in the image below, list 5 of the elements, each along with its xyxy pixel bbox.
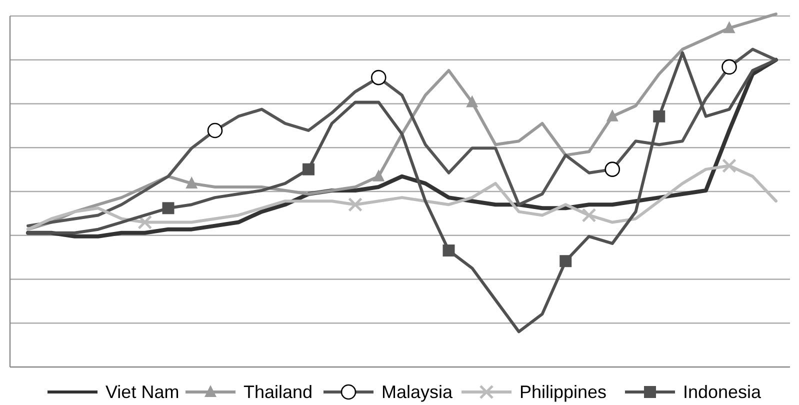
legend-label: Malaysia bbox=[382, 382, 454, 402]
legend-label: Philippines bbox=[520, 382, 607, 402]
legend-label: Thailand bbox=[244, 382, 313, 402]
legend-label: Viet Nam bbox=[106, 382, 180, 402]
legend-label: Indonesia bbox=[683, 382, 762, 402]
